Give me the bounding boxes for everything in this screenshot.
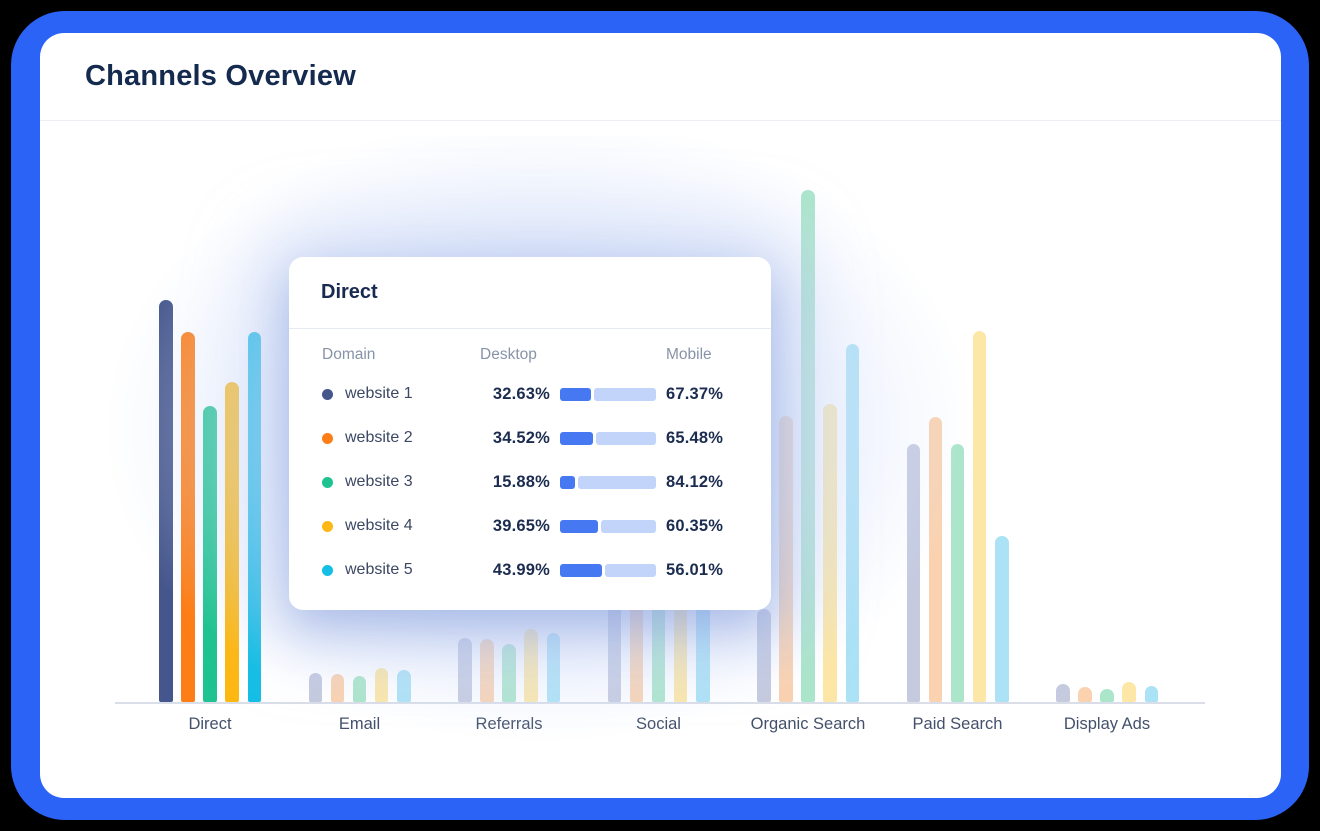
ratio-bar-fill: [560, 475, 576, 489]
tooltip-row-website-2: website 2 34.52% 65.48%: [322, 416, 731, 460]
bar-email-website-2[interactable]: [330, 674, 345, 702]
bar-referrals-website-2[interactable]: [480, 639, 494, 702]
x-label-direct: Direct: [188, 715, 232, 733]
bar-group-referrals: [458, 629, 560, 702]
ratio-bar-track: [596, 431, 656, 445]
bar-group-direct: [159, 300, 261, 702]
column-header-desktop: Desktop: [480, 346, 537, 363]
page-title: Channels Overview: [85, 60, 356, 92]
column-header-domain: Domain: [322, 346, 376, 363]
bar-paid-search-website-1[interactable]: [906, 444, 920, 702]
bar-direct-website-4[interactable]: [225, 382, 239, 702]
tooltip-row-website-4: website 4 39.65% 60.35%: [322, 504, 731, 548]
bar-display-ads-website-4[interactable]: [1122, 682, 1136, 702]
x-label-paid-search: Paid Search: [912, 715, 1003, 733]
bar-email-website-3[interactable]: [352, 676, 367, 702]
bar-organic-search-website-4[interactable]: [823, 404, 837, 702]
bar-email-website-1[interactable]: [308, 673, 322, 702]
series-dot: [322, 564, 333, 576]
device-frame: Channels Overview Direct Email Referrals So…: [11, 11, 1309, 820]
series-dot: [322, 388, 333, 400]
bar-group-email: [308, 668, 411, 702]
bar-referrals-website-4[interactable]: [524, 629, 538, 702]
x-label-display-ads: Display Ads: [1063, 715, 1151, 733]
desktop-value: 15.88%: [492, 472, 550, 491]
bar-direct-website-5[interactable]: [247, 332, 261, 702]
direct-tooltip: Direct Domain Desktop Mobile website 1 32…: [289, 257, 771, 610]
bar-email-website-5[interactable]: [397, 670, 411, 702]
tooltip-rows: website 1 32.63% 67.37% website 2 34.52% 65.4…: [322, 372, 731, 592]
channels-bar-chart: Direct Email Referrals Social Organic Search…: [40, 121, 1281, 797]
bar-paid-search-website-5[interactable]: [995, 536, 1009, 702]
desktop-mobile-ratio-bar: [560, 519, 656, 533]
bar-referrals-website-5[interactable]: [546, 633, 560, 702]
desktop-mobile-ratio-bar: [560, 475, 656, 489]
bar-organic-search-website-3[interactable]: [801, 190, 815, 702]
bar-paid-search-website-2[interactable]: [928, 417, 943, 702]
bar-display-ads-website-5[interactable]: [1144, 686, 1158, 702]
bar-group-organic-search: [757, 190, 859, 702]
ratio-bar-fill: [560, 387, 592, 401]
column-header-mobile: Mobile: [666, 346, 712, 363]
bar-paid-search-website-4[interactable]: [972, 331, 987, 702]
series-dot: [322, 476, 333, 488]
domain-label: website 5: [345, 561, 413, 578]
bar-referrals-website-1[interactable]: [458, 638, 472, 702]
mobile-value: 60.35%: [666, 516, 724, 535]
mobile-value: 65.48%: [666, 428, 724, 447]
bar-display-ads-website-3[interactable]: [1100, 689, 1114, 702]
tooltip-body: Domain Desktop Mobile website 1 32.63% 67.…: [289, 329, 771, 592]
bar-display-ads-website-1[interactable]: [1056, 684, 1070, 702]
bar-email-website-4[interactable]: [374, 668, 389, 702]
domain-label: website 2: [345, 429, 413, 446]
ratio-bar-fill: [560, 563, 603, 577]
desktop-value: 43.99%: [492, 560, 550, 579]
bar-organic-search-website-2[interactable]: [779, 416, 793, 702]
bar-direct-website-1[interactable]: [159, 300, 173, 702]
bar-group-paid-search: [906, 331, 1009, 702]
x-label-organic-search: Organic Search: [750, 715, 866, 733]
x-label-referrals: Referrals: [475, 715, 543, 733]
desktop-value: 39.65%: [492, 516, 550, 535]
bar-organic-search-website-1[interactable]: [757, 609, 771, 702]
ratio-bar-fill: [560, 431, 594, 445]
bar-referrals-website-3[interactable]: [502, 644, 516, 702]
mobile-value: 84.12%: [666, 472, 724, 491]
bar-organic-search-website-5[interactable]: [845, 344, 859, 702]
tooltip-column-headers: Domain Desktop Mobile: [322, 338, 731, 372]
x-label-email: Email: [338, 715, 381, 733]
desktop-mobile-ratio-bar: [560, 387, 656, 401]
bar-group-display-ads: [1056, 682, 1158, 702]
x-label-social: Social: [636, 715, 681, 733]
ratio-bar-track: [605, 563, 656, 577]
domain-label: website 4: [345, 517, 413, 534]
ratio-bar-fill: [560, 519, 599, 533]
channels-overview-card: Channels Overview Direct Email Referrals So…: [40, 33, 1281, 798]
ratio-bar-track: [594, 387, 656, 401]
tooltip-row-website-5: website 5 43.99% 56.01%: [322, 548, 731, 592]
ratio-bar-track: [601, 519, 656, 533]
bar-direct-website-3[interactable]: [203, 406, 217, 702]
series-dot: [322, 520, 333, 532]
tooltip-row-website-3: website 3 15.88% 84.12%: [322, 460, 731, 504]
desktop-value: 32.63%: [492, 384, 550, 403]
tooltip-header: Direct: [289, 257, 771, 329]
series-dot: [322, 432, 333, 444]
desktop-mobile-ratio-bar: [560, 431, 656, 445]
bar-direct-website-2[interactable]: [181, 332, 195, 702]
ratio-bar-track: [578, 475, 656, 489]
mobile-value: 67.37%: [666, 384, 724, 403]
bar-display-ads-website-2[interactable]: [1078, 687, 1092, 702]
desktop-value: 34.52%: [492, 428, 550, 447]
card-header: Channels Overview: [40, 33, 1281, 121]
tooltip-title: Direct: [321, 281, 378, 303]
desktop-mobile-ratio-bar: [560, 563, 656, 577]
bar-paid-search-website-3[interactable]: [950, 444, 965, 702]
mobile-value: 56.01%: [666, 560, 724, 579]
domain-label: website 1: [345, 385, 413, 402]
domain-label: website 3: [345, 473, 413, 490]
tooltip-row-website-1: website 1 32.63% 67.37%: [322, 372, 731, 416]
